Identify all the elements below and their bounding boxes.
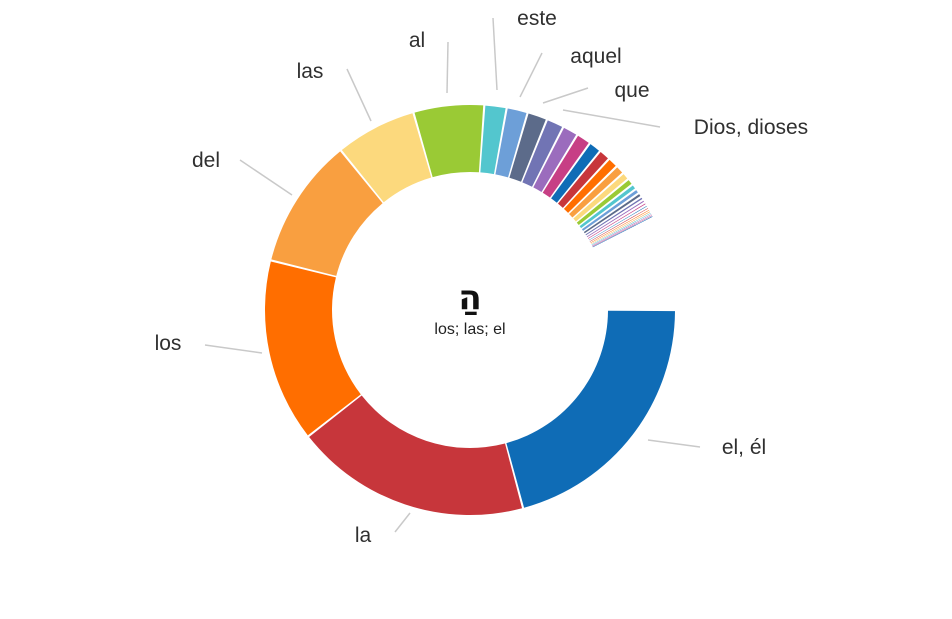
ring-slice-aquel[interactable] <box>495 108 527 178</box>
callout-line <box>542 87 589 104</box>
callout-line <box>204 344 263 354</box>
ring-slice-minor-12[interactable] <box>551 144 600 203</box>
ring-slice-minor-13[interactable] <box>557 152 608 208</box>
callout-line <box>492 17 498 91</box>
slice-label-aquel[interactable]: aquel <box>570 45 622 68</box>
ring-slice-la[interactable] <box>309 395 523 515</box>
ring-slice-minor-23[interactable] <box>587 203 646 239</box>
callout-line <box>446 41 449 94</box>
ring-slice-minor-22[interactable] <box>586 200 645 238</box>
callout-line <box>346 68 372 122</box>
slice-label-del[interactable]: del <box>191 149 221 172</box>
slice-label-este[interactable]: este <box>517 7 557 30</box>
ring-slice-minor-11[interactable] <box>542 135 589 198</box>
ring-slice-minor-27[interactable] <box>591 211 651 245</box>
ring-slice-minor-15[interactable] <box>569 167 623 218</box>
ring-slice-minor-31[interactable] <box>592 216 653 248</box>
ring-slice-minor-25[interactable] <box>589 208 649 242</box>
ring-slice-minor-10[interactable] <box>533 127 577 192</box>
slice-label-las[interactable]: las <box>296 60 324 83</box>
slice-label-que[interactable]: que <box>614 79 650 102</box>
ring-slice-que[interactable] <box>509 113 546 182</box>
ring-slice-las[interactable] <box>341 113 432 203</box>
ring-slice-el-l[interactable] <box>506 310 675 508</box>
ring-slice-minor-21[interactable] <box>585 197 643 236</box>
slice-label-al[interactable]: al <box>408 29 426 52</box>
ring-slice-minor-20[interactable] <box>583 194 641 234</box>
ring-slice-minor-28[interactable] <box>591 212 651 245</box>
callout-line <box>519 52 543 98</box>
callout-line <box>394 512 411 533</box>
slice-label-dios-dioses[interactable]: Dios, dioses <box>693 116 809 139</box>
ring-slice-minor-29[interactable] <box>592 214 652 246</box>
slice-label-los[interactable]: los <box>154 332 182 355</box>
ring-slice-este[interactable] <box>480 105 506 175</box>
ring-slice-al[interactable] <box>414 105 484 178</box>
ring-slice-minor-19[interactable] <box>581 190 638 231</box>
slice-label-el-l[interactable]: el, él <box>721 436 767 459</box>
ring-slice-minor-26[interactable] <box>590 209 650 243</box>
ring-slice-minor-14[interactable] <box>563 159 616 213</box>
slice-label-la[interactable]: la <box>354 524 372 547</box>
ring-slice-minor-30[interactable] <box>592 215 653 247</box>
ring-slice-minor-16[interactable] <box>573 174 628 222</box>
callout-line <box>562 109 661 128</box>
callout-line <box>647 439 701 448</box>
ring-slice-minor-24[interactable] <box>588 205 647 241</box>
callout-line <box>239 159 293 196</box>
ring-slice-minor-18[interactable] <box>579 185 635 229</box>
ring-slice-los[interactable] <box>264 261 361 436</box>
ring-slice-dios-dioses[interactable] <box>522 120 563 187</box>
ring-slice-del[interactable] <box>271 151 383 276</box>
ring-slice-minor-17[interactable] <box>576 180 632 226</box>
